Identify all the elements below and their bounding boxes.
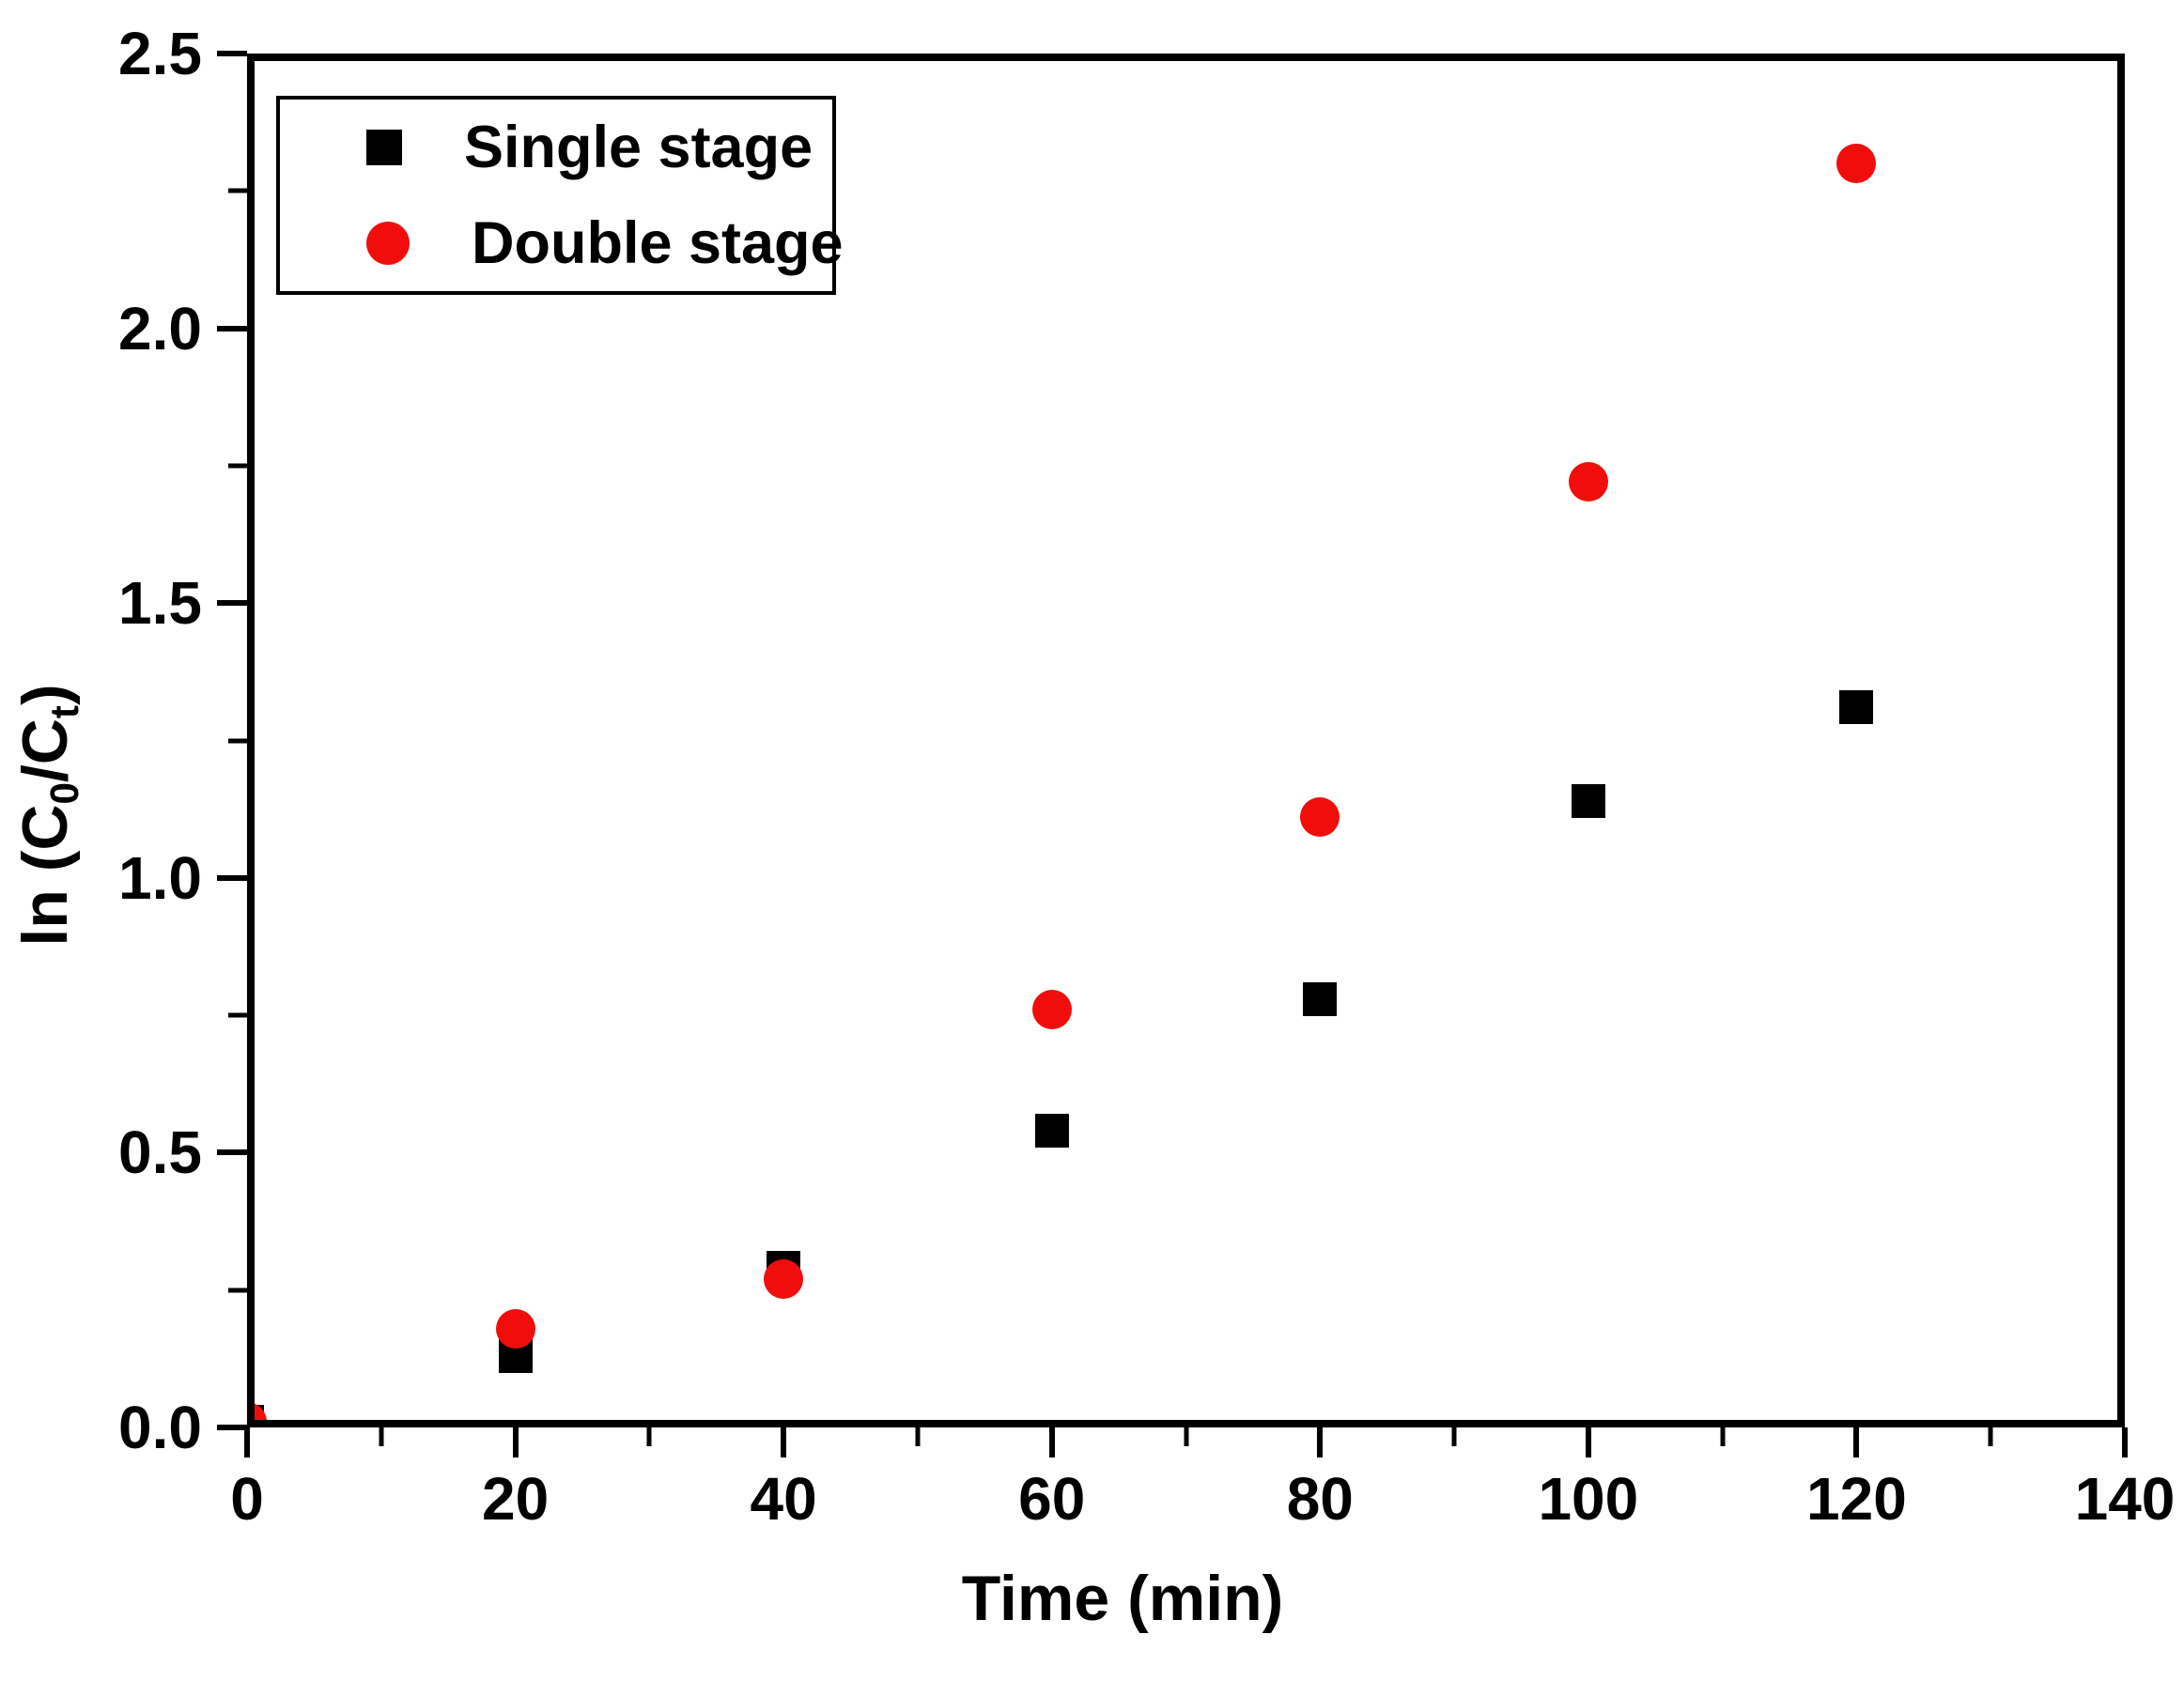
x-tick-label: 100	[1538, 1465, 1639, 1533]
y-minor-tick	[228, 463, 247, 469]
y-tick-label: 2.5	[118, 20, 202, 87]
y-major-tick	[217, 51, 247, 56]
y-major-tick	[217, 1149, 247, 1156]
x-major-tick	[1048, 1427, 1055, 1457]
y-axis-title-subscript-t: t	[41, 705, 86, 719]
data-point-double-stage	[1031, 990, 1072, 1030]
x-major-tick	[2122, 1427, 2128, 1457]
x-minor-tick	[646, 1427, 652, 1446]
x-tick-label: 0	[230, 1465, 264, 1533]
y-minor-tick	[228, 738, 247, 743]
legend-item: Single stage	[280, 100, 832, 195]
y-axis-title-subscript-0: 0	[41, 782, 86, 805]
x-minor-tick	[1451, 1427, 1457, 1446]
x-tick-label: 140	[2074, 1465, 2176, 1533]
y-major-tick	[217, 1425, 247, 1430]
data-point-double-stage	[495, 1308, 535, 1349]
x-axis-title: Time (min)	[961, 1563, 1284, 1634]
x-major-tick	[244, 1427, 250, 1457]
y-minor-tick	[228, 1288, 247, 1293]
data-point-single-stage	[1571, 783, 1605, 818]
y-tick-label: 0.5	[118, 1118, 202, 1187]
data-point-single-stage	[1303, 981, 1338, 1016]
x-major-tick	[1853, 1427, 1860, 1457]
data-point-single-stage	[1034, 1113, 1069, 1148]
legend-item-label: Single stage	[464, 114, 813, 180]
y-tick-label: 0.0	[118, 1394, 202, 1461]
x-tick-label: 20	[481, 1465, 550, 1533]
legend-item: Double stage	[280, 195, 844, 291]
y-minor-tick	[228, 188, 247, 193]
y-major-tick	[217, 325, 247, 332]
plot-area: Single stage Double stage	[247, 54, 2125, 1427]
x-tick-label: 40	[750, 1465, 817, 1533]
x-tick-label: 60	[1018, 1465, 1086, 1533]
x-major-tick	[1585, 1427, 1591, 1457]
y-axis-title-suffix: )	[9, 684, 82, 706]
legend: Single stage Double stage	[276, 96, 844, 295]
data-point-double-stage	[1568, 462, 1608, 502]
x-major-tick	[781, 1427, 787, 1457]
y-tick-label: 2.0	[118, 294, 202, 362]
x-minor-tick	[379, 1427, 384, 1446]
data-point-single-stage	[1839, 690, 1874, 725]
data-point-double-stage	[764, 1258, 804, 1299]
x-major-tick	[1317, 1427, 1324, 1457]
x-minor-tick	[1184, 1427, 1188, 1446]
x-minor-tick	[915, 1427, 921, 1446]
x-major-tick	[512, 1427, 519, 1457]
x-minor-tick	[1988, 1427, 1993, 1446]
x-tick-label: 80	[1286, 1465, 1354, 1533]
y-major-tick	[217, 600, 247, 607]
y-axis-title-mid: /C	[9, 718, 82, 783]
y-tick-label: 1.0	[118, 843, 202, 912]
x-tick-label: 120	[1806, 1465, 1907, 1533]
y-tick-label: 1.5	[118, 569, 202, 638]
x-minor-tick	[1720, 1427, 1726, 1446]
legend-item-label: Double stage	[472, 209, 844, 276]
y-minor-tick	[228, 1012, 247, 1018]
data-point-double-stage	[1300, 797, 1340, 838]
y-major-tick	[217, 874, 247, 881]
legend-marker-square-icon	[366, 130, 402, 165]
legend-marker-circle-icon	[366, 222, 410, 265]
data-point-double-stage	[1836, 144, 1877, 184]
